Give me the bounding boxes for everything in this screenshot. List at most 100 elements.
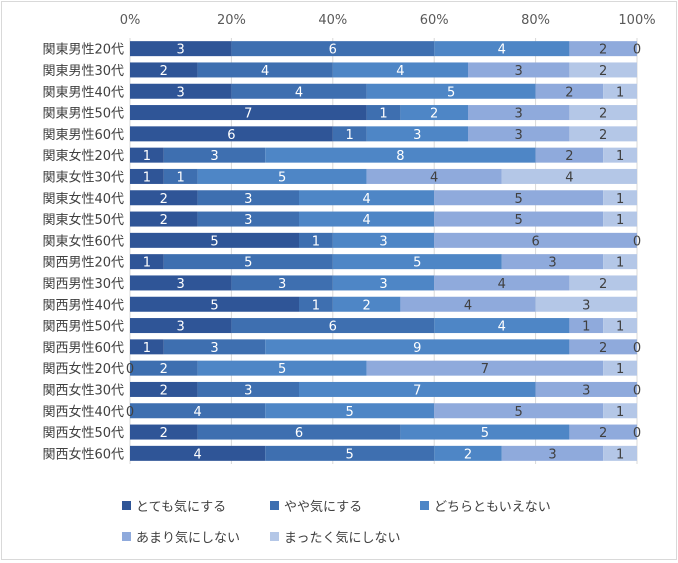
bar-segment	[569, 424, 637, 440]
bar-segment	[468, 126, 570, 142]
data-label: 1	[143, 256, 151, 271]
data-label: 5	[210, 298, 218, 313]
legend-label: どちらともいえない	[434, 500, 551, 515]
data-label: 2	[160, 383, 168, 398]
data-label: 6	[227, 128, 235, 143]
bar-segment	[130, 126, 333, 142]
category-label: 関東女性40代	[42, 191, 124, 207]
data-label: 2	[160, 213, 168, 228]
x-tick-label: 100%	[618, 13, 655, 28]
bar-segment	[130, 211, 198, 227]
data-label: 3	[582, 383, 590, 398]
bar-segment	[299, 211, 435, 227]
data-label: 2	[464, 447, 472, 462]
data-label: 1	[616, 149, 624, 164]
bar-segment	[231, 275, 333, 291]
category-label: 関西女性40代	[42, 404, 124, 420]
data-label: 1	[143, 341, 151, 356]
data-label: 0	[633, 383, 641, 398]
data-label: 4	[295, 85, 303, 100]
bar-segment	[434, 445, 502, 461]
data-label: 5	[278, 362, 286, 377]
data-label: 1	[379, 107, 387, 122]
legend-label: まったく気にしない	[284, 531, 401, 546]
bar-segment	[366, 360, 604, 376]
bar-segment	[332, 254, 502, 270]
legend-label: やや気にする	[284, 500, 363, 515]
x-tick-label: 20%	[217, 13, 246, 28]
legend-item: とても気にする	[122, 496, 226, 515]
data-label: 3	[278, 277, 286, 292]
data-label: 3	[379, 234, 387, 249]
data-label: 3	[582, 298, 590, 313]
bar-segment	[535, 381, 637, 397]
data-label: 0	[633, 234, 641, 249]
bar-segment	[130, 41, 232, 57]
bar-segment	[197, 62, 333, 78]
data-label: 4	[430, 170, 438, 185]
category-label: 関東男性40代	[42, 84, 124, 100]
data-label: 4	[565, 170, 573, 185]
data-label: 2	[160, 64, 168, 79]
bar-segment	[569, 275, 637, 291]
legend-item: あまり気にしない	[122, 527, 240, 546]
data-label: 2	[160, 192, 168, 207]
data-label: 5	[515, 405, 523, 420]
data-label: 5	[346, 405, 354, 420]
bar-segment	[434, 403, 604, 419]
data-label: 4	[362, 192, 370, 207]
bar-segment	[603, 403, 637, 419]
data-label: 1	[616, 192, 624, 207]
data-label: 7	[244, 107, 252, 122]
data-label: 5	[278, 170, 286, 185]
bar-segment	[197, 424, 401, 440]
x-tick-label: 80%	[521, 13, 550, 28]
data-label: 1	[177, 170, 185, 185]
category-label: 関東女性30代	[42, 169, 124, 185]
data-label: 6	[329, 43, 337, 58]
category-label: 関西女性60代	[42, 446, 124, 462]
bar-segment	[535, 147, 604, 163]
data-label: 4	[464, 298, 472, 313]
category-label: 関東女性20代	[42, 148, 124, 164]
bar-segment	[366, 168, 502, 184]
bar-segment	[197, 168, 367, 184]
bar-segment	[130, 381, 198, 397]
bar-segment	[603, 83, 637, 99]
bar-segment	[603, 360, 637, 376]
category-label: 関西女性20代	[42, 361, 124, 377]
bar-segment	[130, 254, 164, 270]
bar-segment	[400, 424, 570, 440]
data-label: 3	[548, 256, 556, 271]
bar-segment	[569, 41, 637, 57]
bar-segment	[569, 318, 604, 334]
bar-segment	[299, 190, 435, 206]
bar-segment	[434, 232, 637, 248]
data-label: 1	[616, 256, 624, 271]
bar-segment	[603, 318, 637, 334]
bar-segment	[130, 296, 299, 312]
bar-segment	[569, 105, 637, 121]
category-label: 関東女性50代	[42, 212, 124, 228]
legend-swatch	[270, 532, 279, 541]
bar-segment	[265, 403, 435, 419]
data-label: 3	[379, 277, 387, 292]
category-label: 関西男性30代	[42, 277, 124, 292]
bar-segment	[400, 296, 536, 312]
bar-segment	[332, 62, 468, 78]
category-label: 関西男性20代	[42, 256, 124, 271]
data-label: 3	[177, 43, 185, 58]
data-label: 3	[177, 85, 185, 100]
bar-segment	[130, 403, 266, 419]
data-label: 2	[599, 107, 607, 122]
legend-swatch	[122, 501, 131, 510]
bar-segment	[265, 339, 570, 355]
bar-segment	[535, 296, 637, 312]
bar-segment	[231, 83, 367, 99]
data-label: 4	[498, 43, 506, 58]
data-label: 2	[160, 362, 168, 377]
data-label: 1	[616, 447, 624, 462]
category-label: 関西女性30代	[42, 382, 124, 398]
bar-segment	[163, 254, 333, 270]
